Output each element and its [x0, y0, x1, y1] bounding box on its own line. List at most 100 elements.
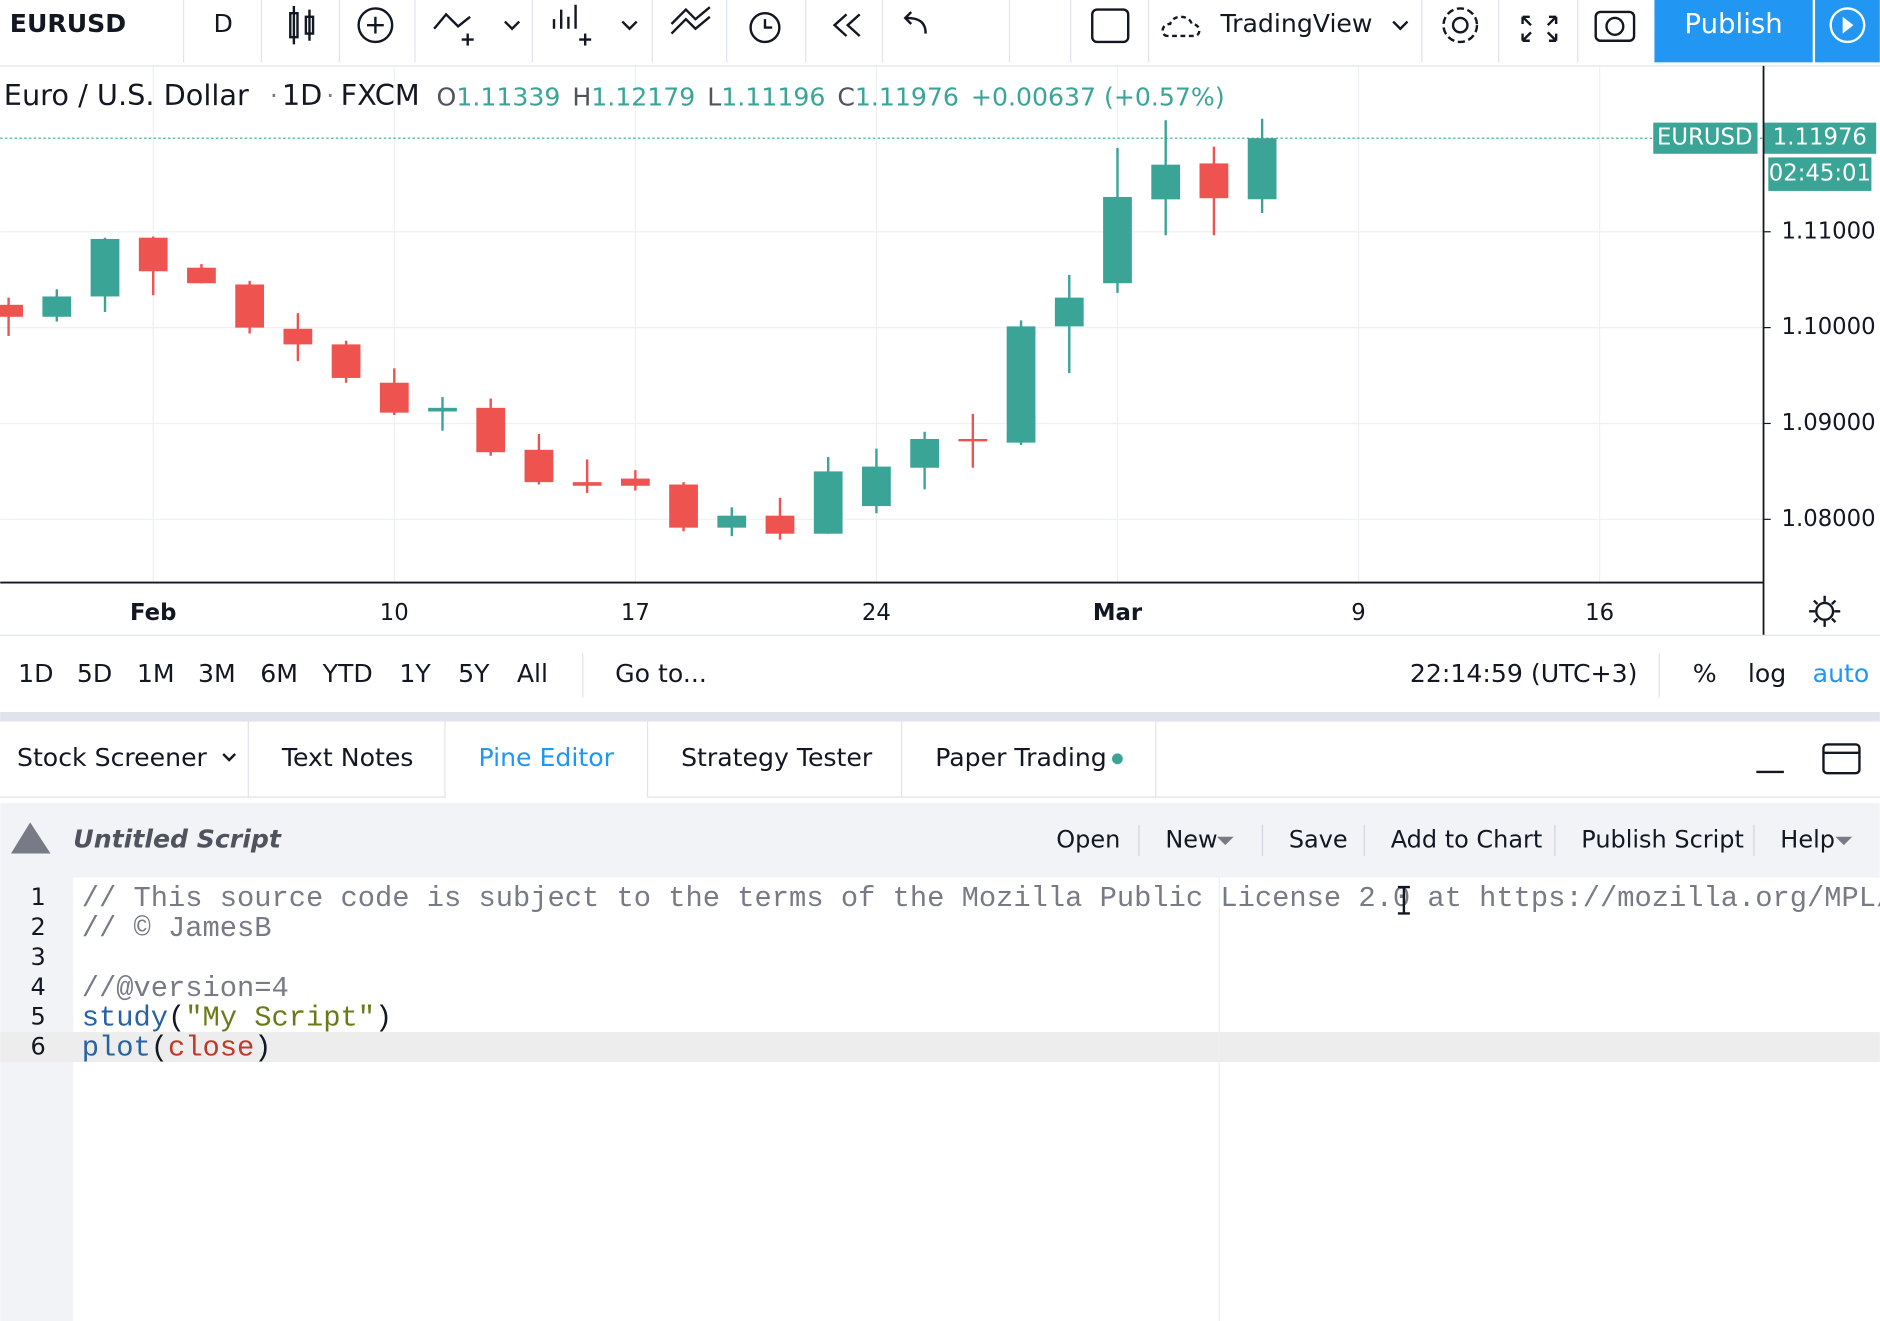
line-number: 6 [30, 1033, 45, 1061]
line-number: 4 [30, 973, 45, 1001]
legend-key: O [437, 82, 457, 111]
candle-body [283, 328, 313, 345]
menu-item[interactable]: Publish Script [1581, 825, 1744, 853]
menu-item[interactable]: Add to Chart [1391, 825, 1543, 853]
countdown-badge [1768, 157, 1872, 191]
legend-value: 1.12179 [591, 82, 695, 111]
symbol-badge-label: EURUSD [1657, 125, 1753, 151]
tab-label[interactable]: Pine Editor [478, 743, 614, 772]
goto[interactable]: Go to... [615, 659, 707, 688]
candle-body [187, 267, 216, 284]
code-line: // This source code is subject to the te… [82, 881, 1880, 914]
x-tick-label: Feb [130, 600, 176, 626]
legend-key: L [707, 82, 721, 111]
bottom-bar [0, 636, 1880, 713]
menu-arrow [1216, 836, 1234, 846]
pine-logo [10, 822, 51, 854]
code-token: ( [151, 1031, 168, 1064]
price-badge-label: 1.11976 [1773, 125, 1867, 151]
publish-button[interactable] [1654, 0, 1813, 63]
dot: · [326, 81, 334, 110]
ohlc-legend: O1.11339 H1.12179 L1.11196 C1.11976 +0.00637… [437, 82, 1225, 111]
line-number: 3 [30, 943, 45, 971]
code-token: // © JamesB [82, 911, 272, 944]
candle-body [862, 466, 891, 507]
menu-item[interactable]: Help [1780, 825, 1835, 853]
code-token: close [168, 1031, 254, 1064]
legend-change: +0.00637 (+0.57%) [971, 82, 1225, 111]
y-tick-label: 1.09000 [1782, 410, 1876, 436]
candle-body [379, 382, 409, 413]
range-button[interactable]: 1M [137, 659, 175, 688]
candle-body [235, 284, 265, 328]
range-button[interactable]: YTD [322, 659, 373, 688]
tab-label[interactable]: Text Notes [281, 743, 414, 772]
range-button[interactable]: 5D [77, 659, 112, 688]
code-token: ( [168, 1001, 185, 1034]
toolbar-icons[interactable] [289, 4, 1636, 46]
play-button[interactable] [1815, 0, 1880, 63]
candle-body [42, 296, 72, 317]
range-button[interactable]: All [517, 659, 548, 688]
legend-value: 1.11976 [855, 82, 959, 111]
candle-body [428, 407, 457, 412]
menu-item[interactable]: Save [1289, 825, 1348, 853]
legend-key: H [572, 82, 591, 111]
scale-option[interactable]: % [1693, 659, 1717, 688]
y-tick-label: 1.10000 [1782, 314, 1876, 340]
candle-body [1006, 326, 1036, 443]
candle-body [669, 484, 698, 528]
scale-option[interactable]: log [1748, 659, 1786, 688]
x-tick-label: Mar [1093, 600, 1143, 626]
play-triangle [1842, 16, 1854, 34]
symbol-badge [1653, 122, 1758, 154]
candle-body [765, 515, 795, 534]
tab[interactable] [249, 721, 445, 796]
code-line: //@version=4 [82, 971, 289, 1004]
tab-label[interactable]: Strategy Tester [681, 743, 873, 772]
code-line: study("My Script") [82, 1001, 393, 1034]
tab-label[interactable]: Paper Trading [935, 743, 1107, 772]
scale-option[interactable]: auto [1813, 659, 1870, 688]
range-button[interactable]: 3M [198, 659, 236, 688]
bottom-separators [582, 653, 1660, 698]
current-line [0, 1032, 1880, 1063]
candle-body [1103, 196, 1132, 284]
tab[interactable] [446, 721, 648, 799]
settings-icon[interactable] [1809, 595, 1841, 627]
code-line: // © JamesB [82, 911, 272, 944]
brand[interactable]: TradingView [1220, 9, 1373, 38]
code-token: study [82, 1001, 168, 1034]
range-button[interactable]: 1D [18, 659, 53, 688]
editor-menu: Open New Save Add to Chart Publish Script Hel… [1056, 824, 1853, 856]
line-number: 5 [30, 1003, 45, 1031]
script-title: Untitled Script [73, 824, 282, 853]
range-button[interactable]: 6M [260, 659, 298, 688]
toolbar-separators [183, 0, 1579, 63]
code-token: ) [375, 1001, 392, 1034]
maximize-icon[interactable] [1822, 743, 1861, 775]
candle-body [90, 238, 120, 297]
code-token: //@version=4 [82, 971, 289, 1004]
menu-item[interactable]: Open [1056, 825, 1120, 853]
tab[interactable] [0, 721, 249, 796]
chart-interval: 1D [282, 78, 322, 112]
tab[interactable] [648, 721, 902, 796]
chart-exchange: FXCM [341, 78, 420, 112]
candle-body [331, 344, 361, 378]
legend-value: 1.11196 [721, 82, 825, 111]
dot: · [270, 81, 278, 110]
interval[interactable]: D [214, 9, 233, 38]
code-token: "My Script" [185, 1001, 375, 1034]
symbol[interactable]: EURUSD [10, 9, 126, 38]
range-button[interactable]: 5Y [458, 659, 490, 688]
menu-item[interactable]: New [1165, 825, 1217, 853]
range-button[interactable]: 1Y [399, 659, 431, 688]
menu-arrow [1835, 836, 1853, 846]
publish-label[interactable]: Publish [1684, 7, 1782, 40]
price-badge [1763, 122, 1877, 154]
line-number: 2 [30, 913, 45, 941]
editor-toolbar [0, 803, 1880, 878]
candle-body [476, 407, 506, 453]
tab-label[interactable]: Stock Screener [17, 743, 208, 772]
